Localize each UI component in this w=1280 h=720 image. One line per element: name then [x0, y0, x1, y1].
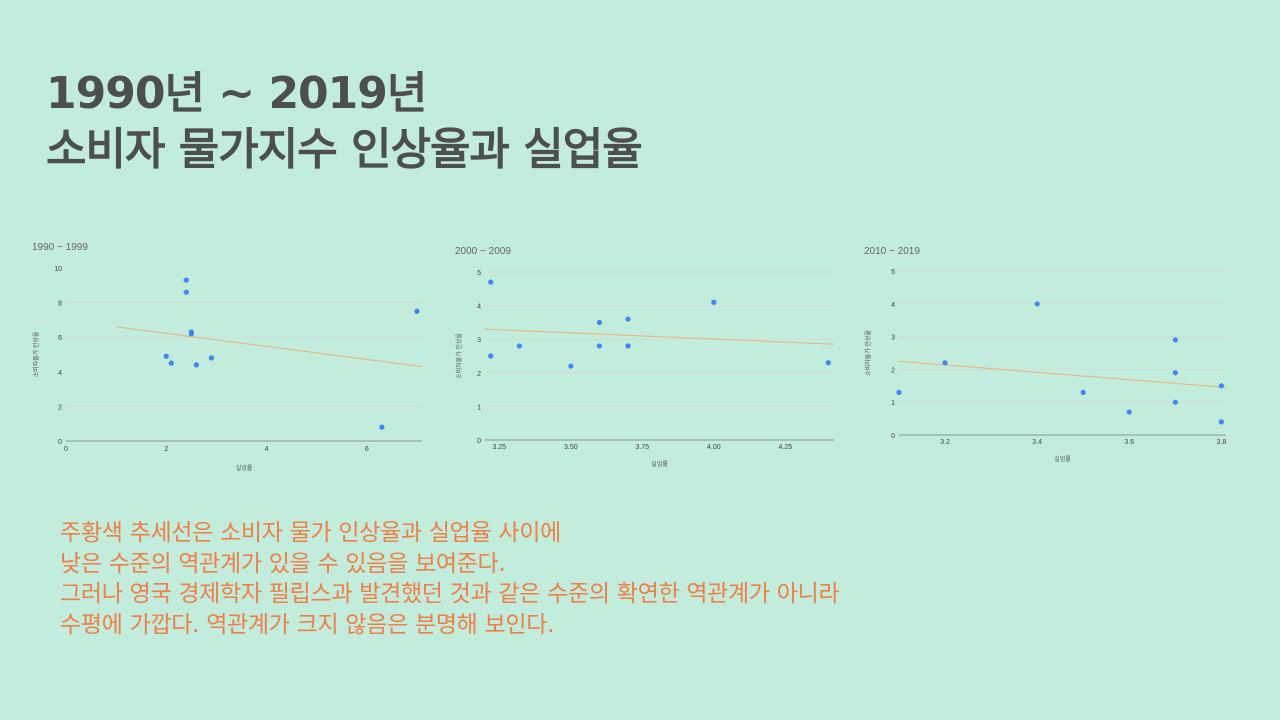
y-tick-label: 4 — [891, 302, 895, 309]
scatter-chart-2010s: 2010 ~ 2019 0 1 2 3 4 5 3.2 3.4 3.6 3.8 실업률 소비자물가 인… — [864, 246, 1244, 468]
y-tick-label: 5 — [891, 269, 895, 276]
x-tick-label: 4.00 — [707, 444, 721, 451]
data-point — [163, 353, 169, 359]
data-point — [625, 343, 631, 349]
x-axis-label: 실업률 — [236, 464, 253, 472]
y-tick-label: 2 — [891, 367, 895, 374]
chart-title: 2000 ~ 2009 — [455, 246, 511, 257]
data-point — [568, 363, 574, 369]
data-point — [1172, 399, 1178, 405]
data-point — [516, 343, 522, 349]
x-tick-label: 4.25 — [779, 444, 793, 451]
title-line-1: 1990년 ~ 2019년 — [46, 68, 427, 119]
x-tick-label: 3.75 — [636, 444, 650, 451]
y-axis-label: 소비자물가 인상율 — [864, 330, 872, 376]
y-tick-label: 0 — [477, 438, 481, 445]
caption-line-1: 주황색 추세선은 소비자 물가 인상율과 실업율 사이에 — [60, 520, 561, 546]
y-tick-label: 0 — [891, 433, 895, 440]
data-point — [1218, 383, 1224, 389]
y-tick-label: 3 — [891, 335, 895, 342]
data-point — [711, 299, 717, 305]
data-point — [183, 289, 189, 295]
scatter-chart-2000s: 2000 ~ 2009 0 1 2 3 4 5 3.25 3.50 3.75 4.00 4.25 실업… — [455, 246, 845, 474]
data-point — [1080, 389, 1086, 395]
data-point — [488, 279, 494, 285]
y-tick-label: 3 — [477, 337, 481, 344]
data-point — [896, 389, 902, 395]
x-tick-label: 3.4 — [1032, 439, 1042, 446]
y-tick-label: 4 — [477, 304, 481, 311]
caption: 주황색 추세선은 소비자 물가 인상율과 실업율 사이에 낮은 수준의 역관계가… — [60, 518, 1240, 640]
data-point — [208, 355, 215, 361]
data-point — [1172, 337, 1178, 343]
x-tick-label: 0 — [64, 446, 68, 453]
data-point — [488, 353, 494, 359]
slide-title: 1990년 ~ 2019년 소비자 물가지수 인상율과 실업율 — [46, 66, 643, 178]
caption-line-3: 그러나 영국 경제학자 필립스과 발견했던 것과 같은 수준의 확연한 역관계가… — [60, 581, 840, 607]
caption-line-2: 낮은 수준의 역관계가 있을 수 있음을 보여준다. — [60, 550, 506, 577]
x-tick-label: 3.6 — [1124, 439, 1134, 446]
y-tick-label: 1 — [891, 400, 895, 407]
x-tick-label: 4 — [265, 446, 269, 453]
x-axis-label: 실업률 — [651, 460, 668, 468]
data-point — [183, 277, 189, 283]
chart-plot: 0 1 2 3 4 5 3.25 3.50 3.75 4.00 4.25 실업률 소비자물가 인상율 — [455, 270, 835, 468]
scatter-chart-1990s: 1990 ~ 1999 0 2 4 6 8 10 0 2 4 6 실업률 소비자물가 인상율 — [32, 242, 432, 477]
x-axis-label: 실업률 — [1054, 455, 1071, 463]
trendline — [116, 326, 423, 368]
y-tick-label: 8 — [58, 301, 62, 308]
y-tick-label: 0 — [58, 439, 62, 446]
data-point — [825, 360, 831, 366]
data-point — [1172, 370, 1178, 376]
data-point — [1126, 409, 1132, 415]
data-point — [596, 343, 603, 349]
chart-title: 1990 ~ 1999 — [32, 242, 88, 253]
y-tick-label: 6 — [58, 335, 62, 342]
trendline — [484, 328, 835, 345]
y-tick-label: 10 — [54, 266, 62, 273]
y-tick-label: 1 — [477, 404, 481, 411]
chart-title: 2010 ~ 2019 — [864, 246, 920, 257]
x-tick-label: 2 — [164, 446, 168, 453]
data-point — [1218, 419, 1224, 425]
y-axis-label: 소비자물가 인상율 — [32, 331, 40, 377]
x-tick-label: 6 — [365, 446, 369, 453]
y-tick-label: 4 — [58, 370, 62, 377]
y-tick-label: 2 — [58, 404, 62, 411]
x-tick-label: 3.25 — [492, 444, 506, 451]
chart-plot: 0 2 4 6 8 10 0 2 4 6 실업률 소비자물가 인상율 — [32, 266, 423, 472]
title-line-2: 소비자 물가지수 인상율과 실업율 — [46, 124, 643, 175]
trendline — [898, 360, 1227, 388]
x-tick-label: 3.8 — [1217, 439, 1227, 446]
data-point — [193, 362, 199, 368]
x-tick-label: 3.50 — [564, 444, 578, 451]
data-point — [414, 308, 420, 314]
y-axis-label: 소비자물가 인상율 — [455, 333, 463, 379]
x-tick-label: 3.2 — [940, 439, 950, 446]
data-point — [942, 360, 948, 366]
data-point — [596, 319, 603, 325]
data-point — [379, 424, 385, 430]
caption-line-4: 수평에 가깝다. 역관계가 크지 않음은 분명해 보인다. — [60, 611, 555, 638]
data-point — [1034, 301, 1040, 307]
data-point — [188, 331, 194, 337]
data-point — [625, 316, 631, 322]
y-tick-label: 5 — [477, 270, 481, 277]
data-point — [168, 360, 174, 366]
y-tick-label: 2 — [477, 371, 481, 378]
chart-plot: 0 1 2 3 4 5 3.2 3.4 3.6 3.8 실업률 소비자물가 인상율 — [864, 269, 1227, 463]
